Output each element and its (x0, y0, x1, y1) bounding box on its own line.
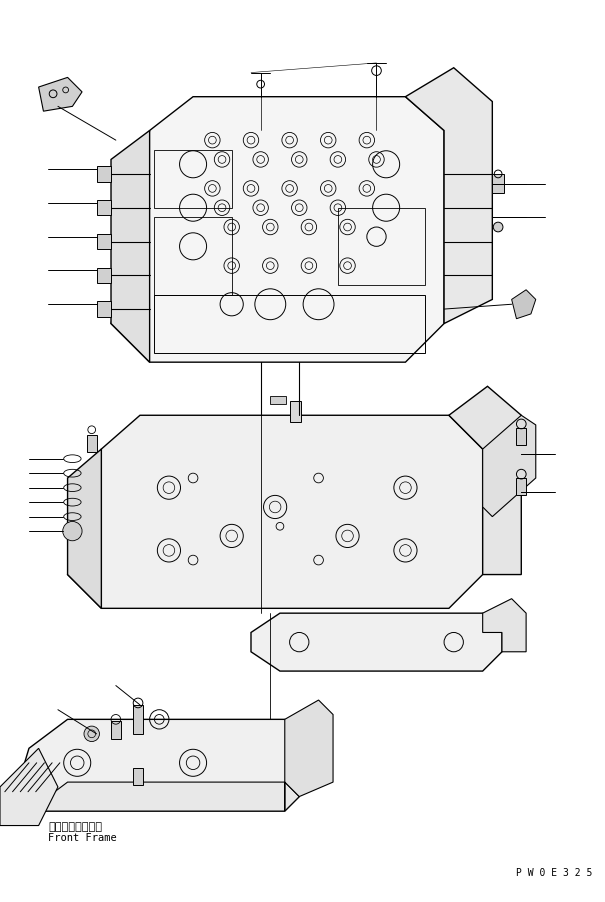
Polygon shape (39, 78, 82, 112)
Polygon shape (285, 700, 333, 811)
Polygon shape (405, 69, 492, 324)
Bar (338, 208, 425, 286)
Bar (517, 478, 526, 496)
Bar (290, 401, 301, 422)
Bar (154, 295, 425, 353)
Polygon shape (483, 416, 536, 517)
Bar (97, 201, 111, 216)
Bar (133, 705, 143, 734)
Polygon shape (111, 97, 444, 363)
Polygon shape (512, 290, 536, 319)
Text: P W 0 E 3 2 5: P W 0 E 3 2 5 (517, 867, 593, 877)
Bar (270, 397, 286, 404)
Bar (97, 235, 111, 250)
Polygon shape (68, 449, 102, 609)
Polygon shape (251, 613, 502, 671)
Polygon shape (0, 749, 58, 825)
Polygon shape (15, 720, 299, 811)
Bar (154, 151, 232, 208)
Circle shape (493, 223, 503, 233)
Text: フロントフレーム: フロントフレーム (48, 821, 102, 831)
Bar (97, 302, 111, 318)
Bar (517, 428, 526, 446)
Circle shape (63, 522, 82, 541)
Polygon shape (111, 132, 149, 363)
Bar (111, 722, 120, 739)
Text: Front Frame: Front Frame (48, 833, 117, 842)
Bar (97, 268, 111, 284)
Polygon shape (483, 599, 526, 652)
Bar (97, 167, 111, 182)
Bar (154, 218, 232, 295)
Bar (133, 768, 143, 785)
Circle shape (84, 726, 99, 741)
Bar (492, 175, 504, 194)
Bar (87, 435, 97, 453)
Polygon shape (29, 782, 299, 811)
Polygon shape (68, 416, 483, 609)
Polygon shape (449, 387, 522, 575)
